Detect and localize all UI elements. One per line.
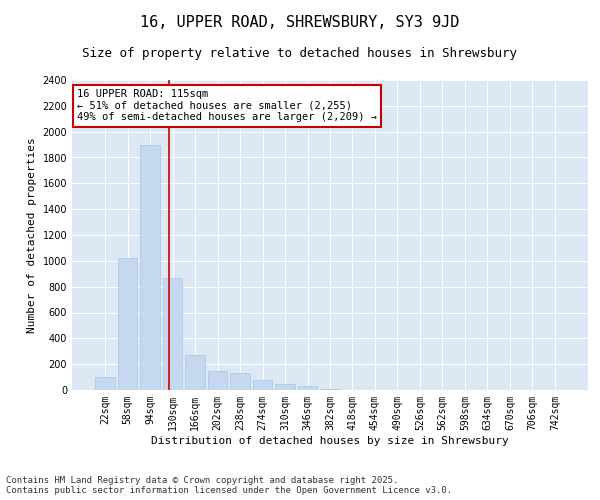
Text: 16, UPPER ROAD, SHREWSBURY, SY3 9JD: 16, UPPER ROAD, SHREWSBURY, SY3 9JD [140, 15, 460, 30]
Bar [140, 144, 160, 390]
Text: 16 UPPER ROAD: 115sqm
← 51% of detached houses are smaller (2,255)
49% of semi-d: 16 UPPER ROAD: 115sqm ← 51% of detached … [77, 90, 377, 122]
Bar [298, 386, 317, 390]
Bar [163, 278, 182, 390]
Bar [275, 384, 295, 390]
Text: Contains HM Land Registry data © Crown copyright and database right 2025.
Contai: Contains HM Land Registry data © Crown c… [6, 476, 452, 495]
X-axis label: Distribution of detached houses by size in Shrewsbury: Distribution of detached houses by size … [151, 436, 509, 446]
Bar [208, 370, 227, 390]
Text: Size of property relative to detached houses in Shrewsbury: Size of property relative to detached ho… [83, 48, 517, 60]
Y-axis label: Number of detached properties: Number of detached properties [27, 137, 37, 333]
Bar [118, 258, 137, 390]
Bar [320, 388, 340, 390]
Bar [185, 355, 205, 390]
Bar [230, 373, 250, 390]
Bar [253, 380, 272, 390]
Bar [95, 377, 115, 390]
